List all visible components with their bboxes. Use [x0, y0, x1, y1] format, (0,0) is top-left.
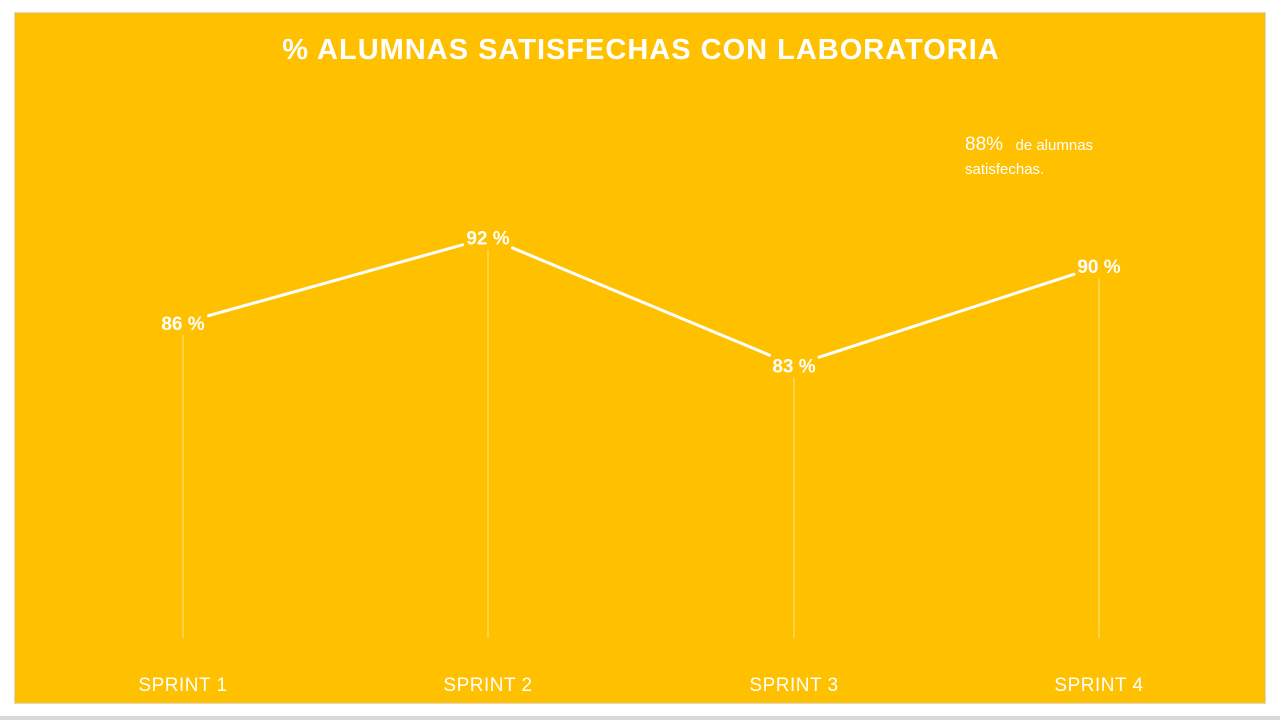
- svg-text:88% de alumnas: 88% de alumnas: [965, 134, 1093, 155]
- category-label-1: SPRINT 1: [138, 675, 227, 696]
- series-segment-1: [206, 243, 465, 318]
- series-segment-2: [510, 246, 772, 357]
- series-segment-3: [817, 272, 1076, 359]
- annotation-value: 88%: [965, 134, 1003, 155]
- data-label-1: 86 %: [161, 314, 204, 335]
- summary-annotation: 88% de alumnas satisfechas.: [965, 134, 1093, 178]
- drop-lines: [182, 249, 1100, 638]
- chart-title: % ALUMNAS SATISFECHAS CON LABORATORIA: [282, 34, 999, 66]
- category-label-2: SPRINT 2: [443, 675, 532, 696]
- data-label-2: 92 %: [466, 229, 509, 250]
- line-chart: % ALUMNAS SATISFECHAS CON LABORATORIA 86…: [138, 34, 1143, 696]
- annotation-text-line2: satisfechas.: [965, 161, 1044, 178]
- bottom-divider: [0, 716, 1280, 720]
- chart-slide: % ALUMNAS SATISFECHAS CON LABORATORIA 86…: [14, 12, 1266, 704]
- category-labels: SPRINT 1 SPRINT 2 SPRINT 3 SPRINT 4: [138, 675, 1143, 696]
- data-label-3: 83 %: [772, 356, 815, 377]
- series-line: [206, 243, 1076, 359]
- data-labels: 86 % 92 % 83 % 90 %: [161, 229, 1120, 378]
- category-label-3: SPRINT 3: [749, 675, 838, 696]
- annotation-text-line1: de alumnas: [1015, 137, 1093, 154]
- category-label-4: SPRINT 4: [1054, 675, 1143, 696]
- data-label-4: 90 %: [1077, 257, 1120, 278]
